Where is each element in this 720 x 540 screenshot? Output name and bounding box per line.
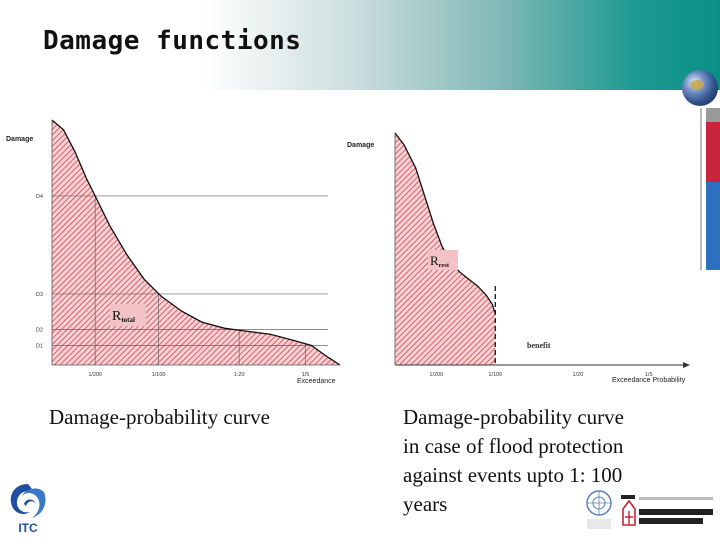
chart1-xtick-label: 1/100	[152, 372, 166, 378]
chart-rest: Damage 1/200 1/100 1/20 1/5 Exceedance P…	[347, 132, 690, 384]
chart2-xlabel: Exceedance Probability	[612, 377, 686, 384]
chart1-ytick-label: D3	[36, 292, 43, 298]
chart2-xtick-label: 1/100	[488, 372, 502, 378]
chart2-benefit-label: benefit	[527, 341, 551, 350]
chart1-ytick-label: D2	[36, 327, 43, 333]
chart2-ylabel: Damage	[347, 142, 374, 149]
chart2-area	[395, 133, 496, 365]
chart2-annotation: Rrest	[430, 253, 450, 269]
chart1-xtick-label: 1/5	[302, 372, 310, 378]
chart1-annotation-bg	[110, 304, 146, 326]
caption-left: Damage-probability curve	[49, 405, 270, 429]
chart1-area	[52, 120, 340, 365]
caption-right-line: against events upto 1: 100	[403, 463, 623, 487]
chart2-annotation-bg	[428, 250, 458, 270]
side-color-bar-grey	[706, 108, 720, 122]
chart1-xtick-label: 1:20	[234, 372, 245, 378]
chart1-ylabel: Damage	[6, 136, 33, 143]
chart2-xtick-label: 1/20	[573, 372, 584, 378]
chart1-ytick-label: D4	[36, 194, 43, 200]
chart-total: Damage D4 D3 D2 D1 1/200 1/100 1:20 1/5 …	[6, 119, 341, 385]
chart1-curve	[51, 119, 341, 366]
caption-right-line: in case of flood protection	[403, 434, 624, 458]
slide-title: Damage functions	[43, 26, 302, 56]
chart1-annotation: Rtotal	[112, 309, 135, 324]
caption-right-line: years	[403, 492, 448, 516]
chart2-xtick-label: 1/200	[429, 372, 443, 378]
charts-svg: Damage D4 D3 D2 D1 1/200 1/100 1:20 1/5 …	[6, 119, 690, 385]
side-color-bar-red	[706, 122, 720, 182]
chart1-xlabel: Exceedance	[297, 378, 336, 385]
svg-text:ITC: ITC	[18, 521, 38, 535]
caption-right: Damage-probability curve in case of floo…	[403, 403, 673, 519]
caption-right-line: Damage-probability curve	[403, 405, 624, 429]
itc-logo: ITC	[10, 484, 46, 535]
chart2-xtick-label: 1/5	[645, 372, 653, 378]
globe-icon	[682, 70, 718, 106]
chart1-xtick-label: 1/200	[88, 372, 102, 378]
header-banner	[0, 0, 720, 90]
chart1-ytick-label: D1	[36, 343, 43, 349]
chart1-gridlines	[52, 195, 328, 365]
chart2-x-axis-arrow	[683, 362, 690, 368]
united-nations-university-logo	[586, 490, 713, 529]
side-color-bar-blue	[706, 182, 720, 270]
side-divider	[700, 108, 702, 270]
